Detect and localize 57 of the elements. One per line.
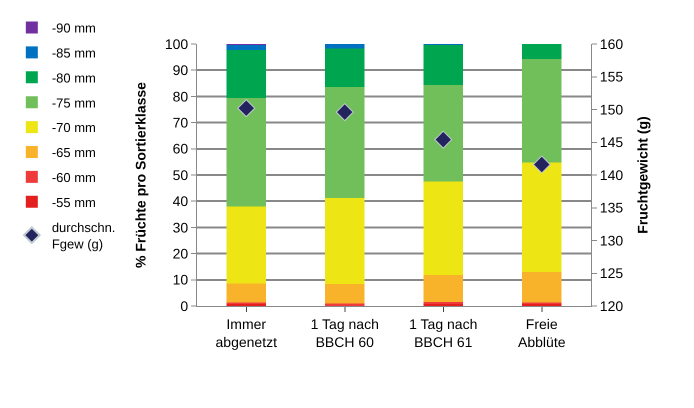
bar <box>325 44 364 48</box>
legend-label: -80 mm <box>52 70 96 86</box>
y-tick-label: 70 <box>172 114 188 130</box>
y-tick-label: 0 <box>180 298 188 314</box>
bar <box>522 58 562 163</box>
legend-label: -60 mm <box>52 170 96 185</box>
y-tick-label: 80 <box>172 88 188 104</box>
bar <box>325 284 364 304</box>
legend-label: -85 mm <box>52 45 96 60</box>
point <box>237 99 256 118</box>
x-tick-label: 1 Tag nach BBCH 61 <box>409 316 478 350</box>
bar <box>226 98 266 206</box>
point <box>336 103 354 122</box>
bar <box>424 181 463 276</box>
bar <box>226 50 266 98</box>
y-tick-label: 10 <box>172 272 188 288</box>
legend-label: -55 mm <box>52 194 96 210</box>
bar <box>325 86 364 198</box>
y-tick-label: 30 <box>172 219 188 236</box>
y-tick-label: 60 <box>172 140 188 157</box>
bar <box>424 84 463 182</box>
y-axis-title: % Früchte pro Sortierklasse <box>132 82 148 268</box>
y-tick-label: 100 <box>164 36 188 52</box>
y2-tick-label: 160 <box>600 36 624 52</box>
point <box>434 130 452 149</box>
bar <box>522 162 562 272</box>
y2-tick-label: 135 <box>600 200 624 216</box>
y2-axis-title: Fruchtgewicht (g) <box>634 116 651 234</box>
x-tick-label: Freie Abblüte <box>518 316 566 350</box>
legend-label: -75 mm <box>52 95 96 110</box>
bar <box>325 48 364 87</box>
bar <box>226 44 266 50</box>
bar <box>325 198 364 284</box>
y2-tick-label: 140 <box>600 166 624 183</box>
bar <box>226 206 266 284</box>
y-tick-label: 50 <box>172 166 188 183</box>
y2-tick-label: 150 <box>600 101 624 118</box>
legend-label: -70 mm <box>52 120 96 136</box>
point <box>532 156 551 174</box>
y2-tick-label: 120 <box>600 298 624 314</box>
bar <box>424 44 463 85</box>
bar <box>522 44 562 59</box>
bar <box>424 275 463 302</box>
y2-tick-label: 125 <box>600 265 624 282</box>
legend-label: -90 mm <box>52 20 96 36</box>
y2-tick-label: 130 <box>600 232 624 248</box>
x-tick-label: Immer abgenetzt <box>216 316 278 350</box>
y-tick-label: 20 <box>172 246 188 262</box>
y2-tick-label: 155 <box>600 68 624 85</box>
x-tick-label: 1 Tag nach BBCH 60 <box>310 316 379 350</box>
legend-label: durchschn. Fgew (g) <box>52 220 116 252</box>
y-tick-label: 90 <box>172 62 188 78</box>
bar <box>226 283 266 303</box>
legend-label: -65 mm <box>52 145 96 160</box>
bar <box>522 272 562 303</box>
y-tick-label: 40 <box>172 193 188 210</box>
y2-tick-label: 145 <box>600 134 624 150</box>
